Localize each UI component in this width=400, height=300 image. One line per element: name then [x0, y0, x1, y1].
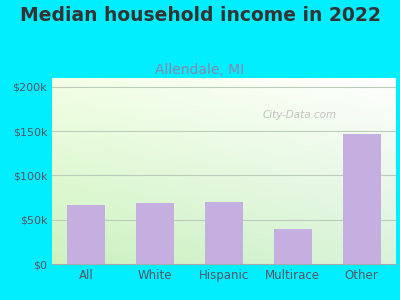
Bar — [343, 134, 380, 264]
Bar — [205, 202, 243, 264]
Text: Median household income in 2022: Median household income in 2022 — [20, 6, 380, 25]
Bar — [136, 203, 174, 264]
Text: Allendale, MI: Allendale, MI — [156, 63, 244, 77]
Text: City-Data.com: City-Data.com — [263, 110, 337, 120]
Bar — [68, 205, 105, 264]
Bar — [274, 229, 312, 264]
